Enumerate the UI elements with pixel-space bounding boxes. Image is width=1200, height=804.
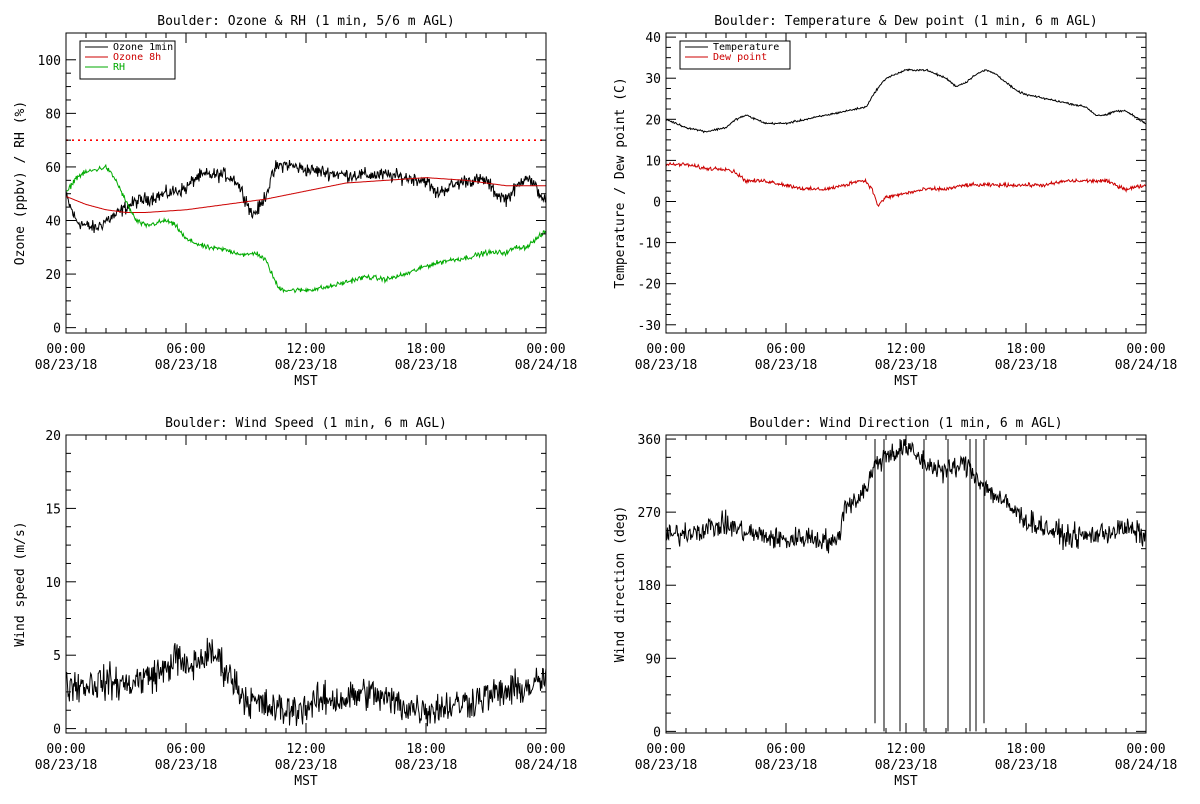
- x-tick-date: 08/23/18: [875, 358, 938, 373]
- y-tick-label: 20: [45, 429, 61, 444]
- x-tick-date: 08/23/18: [35, 758, 98, 773]
- x-tick-date: 08/23/18: [755, 358, 818, 373]
- x-tick-date: 08/23/18: [35, 358, 98, 373]
- chart-title: Boulder: Ozone & RH (1 min, 5/6 m AGL): [157, 14, 454, 29]
- x-tick-time: 18:00: [1006, 342, 1045, 357]
- x-tick-date: 08/23/18: [275, 758, 338, 773]
- y-tick-label: 0: [653, 195, 661, 210]
- x-tick-time: 00:00: [646, 342, 685, 357]
- x-tick-date: 08/23/18: [275, 358, 338, 373]
- plot-frame: [665, 32, 1147, 334]
- legend-label: Dew point: [713, 52, 767, 63]
- x-tick-time: 00:00: [46, 742, 85, 757]
- y-tick-label: -30: [638, 319, 661, 334]
- chart-panel-3: Boulder: Wind Speed (1 min, 6 m AGL) 0 5 10…: [13, 416, 577, 789]
- plot-frame: [65, 434, 547, 734]
- y-tick-label: 40: [645, 31, 661, 46]
- y-tick-label: 10: [45, 576, 61, 591]
- x-tick-time: 18:00: [406, 342, 445, 357]
- x-tick-time: 00:00: [46, 342, 85, 357]
- x-tick-time: 00:00: [1126, 342, 1165, 357]
- series-line-rh: [66, 163, 546, 294]
- y-tick-label: 0: [653, 725, 661, 740]
- x-tick-time: 12:00: [286, 742, 325, 757]
- x-tick-time: 12:00: [286, 342, 325, 357]
- x-tick-date: 08/23/18: [395, 358, 458, 373]
- chart-panel-2: Boulder: Temperature & Dew point (1 min,…: [613, 14, 1177, 389]
- x-tick-date: 08/23/18: [995, 758, 1058, 773]
- x-axis-label: MST: [294, 374, 318, 389]
- y-tick-label: 15: [45, 502, 61, 517]
- y-tick-label: 270: [638, 506, 661, 521]
- x-tick-time: 18:00: [406, 742, 445, 757]
- legend-label: Ozone 8h: [113, 52, 161, 63]
- y-axis-label: Wind speed (m/s): [13, 521, 28, 646]
- series-line-temperature: [666, 68, 1146, 134]
- x-tick-time: 06:00: [766, 742, 805, 757]
- x-tick-date: 08/23/18: [155, 758, 218, 773]
- chart-panel-1: Boulder: Ozone & RH (1 min, 5/6 m AGL) 0 2…: [13, 14, 577, 389]
- x-tick-date: 08/24/18: [515, 358, 578, 373]
- chart-title: Boulder: Temperature & Dew point (1 min,…: [714, 14, 1098, 29]
- y-tick-label: 80: [45, 107, 61, 122]
- y-tick-label: 180: [638, 579, 661, 594]
- y-tick-label: -20: [638, 278, 661, 293]
- x-axis-label: MST: [894, 774, 918, 789]
- y-tick-label: -10: [638, 237, 661, 252]
- x-tick-time: 00:00: [646, 742, 685, 757]
- y-tick-label: 360: [638, 433, 661, 448]
- y-tick-label: 0: [53, 723, 61, 738]
- x-tick-time: 12:00: [886, 742, 925, 757]
- series-line-ozone-1min: [66, 160, 546, 233]
- series-line-1: [66, 637, 546, 727]
- y-tick-label: 20: [45, 268, 61, 283]
- x-tick-time: 00:00: [526, 342, 565, 357]
- x-tick-time: 06:00: [166, 742, 205, 757]
- x-tick-date: 08/24/18: [1115, 758, 1178, 773]
- x-tick-time: 00:00: [526, 742, 565, 757]
- plot-frame: [665, 434, 1147, 734]
- y-tick-label: 60: [45, 161, 61, 176]
- x-tick-time: 00:00: [1126, 742, 1165, 757]
- x-tick-date: 08/23/18: [995, 358, 1058, 373]
- y-tick-label: 5: [53, 649, 61, 664]
- chart-title: Boulder: Wind Direction (1 min, 6 m AGL): [749, 416, 1062, 431]
- x-tick-date: 08/24/18: [1115, 358, 1178, 373]
- x-tick-time: 06:00: [166, 342, 205, 357]
- x-axis-label: MST: [894, 374, 918, 389]
- y-tick-label: 100: [38, 54, 61, 69]
- x-tick-date: 08/24/18: [515, 758, 578, 773]
- y-tick-label: 30: [645, 72, 661, 87]
- x-tick-date: 08/23/18: [155, 358, 218, 373]
- series-line-1: [666, 439, 1146, 554]
- x-tick-time: 18:00: [1006, 742, 1045, 757]
- chart-panel-4: Boulder: Wind Direction (1 min, 6 m AGL)…: [613, 416, 1177, 789]
- x-tick-date: 08/23/18: [395, 758, 458, 773]
- x-tick-date: 08/23/18: [635, 758, 698, 773]
- series-line-dew-point: [666, 161, 1146, 208]
- y-tick-label: 10: [645, 154, 661, 169]
- x-tick-date: 08/23/18: [635, 358, 698, 373]
- chart-title: Boulder: Wind Speed (1 min, 6 m AGL): [165, 416, 447, 431]
- y-axis-label: Wind direction (deg): [613, 506, 628, 663]
- legend-label: Temperature: [713, 42, 779, 53]
- legend-label: Ozone 1min: [113, 42, 173, 53]
- series-line-ozone-8h: [66, 177, 546, 213]
- x-tick-date: 08/23/18: [875, 758, 938, 773]
- y-tick-label: 40: [45, 215, 61, 230]
- y-tick-label: 0: [53, 322, 61, 337]
- y-axis-label: Temperature / Dew point (C): [613, 77, 628, 288]
- x-axis-label: MST: [294, 774, 318, 789]
- x-tick-date: 08/23/18: [755, 758, 818, 773]
- y-tick-label: 20: [645, 113, 661, 128]
- x-tick-time: 12:00: [886, 342, 925, 357]
- y-axis-label: Ozone (ppbv) / RH (%): [13, 101, 28, 265]
- y-tick-label: 90: [645, 652, 661, 667]
- legend-box: [679, 40, 791, 70]
- legend-label: RH: [113, 62, 125, 73]
- x-tick-time: 06:00: [766, 342, 805, 357]
